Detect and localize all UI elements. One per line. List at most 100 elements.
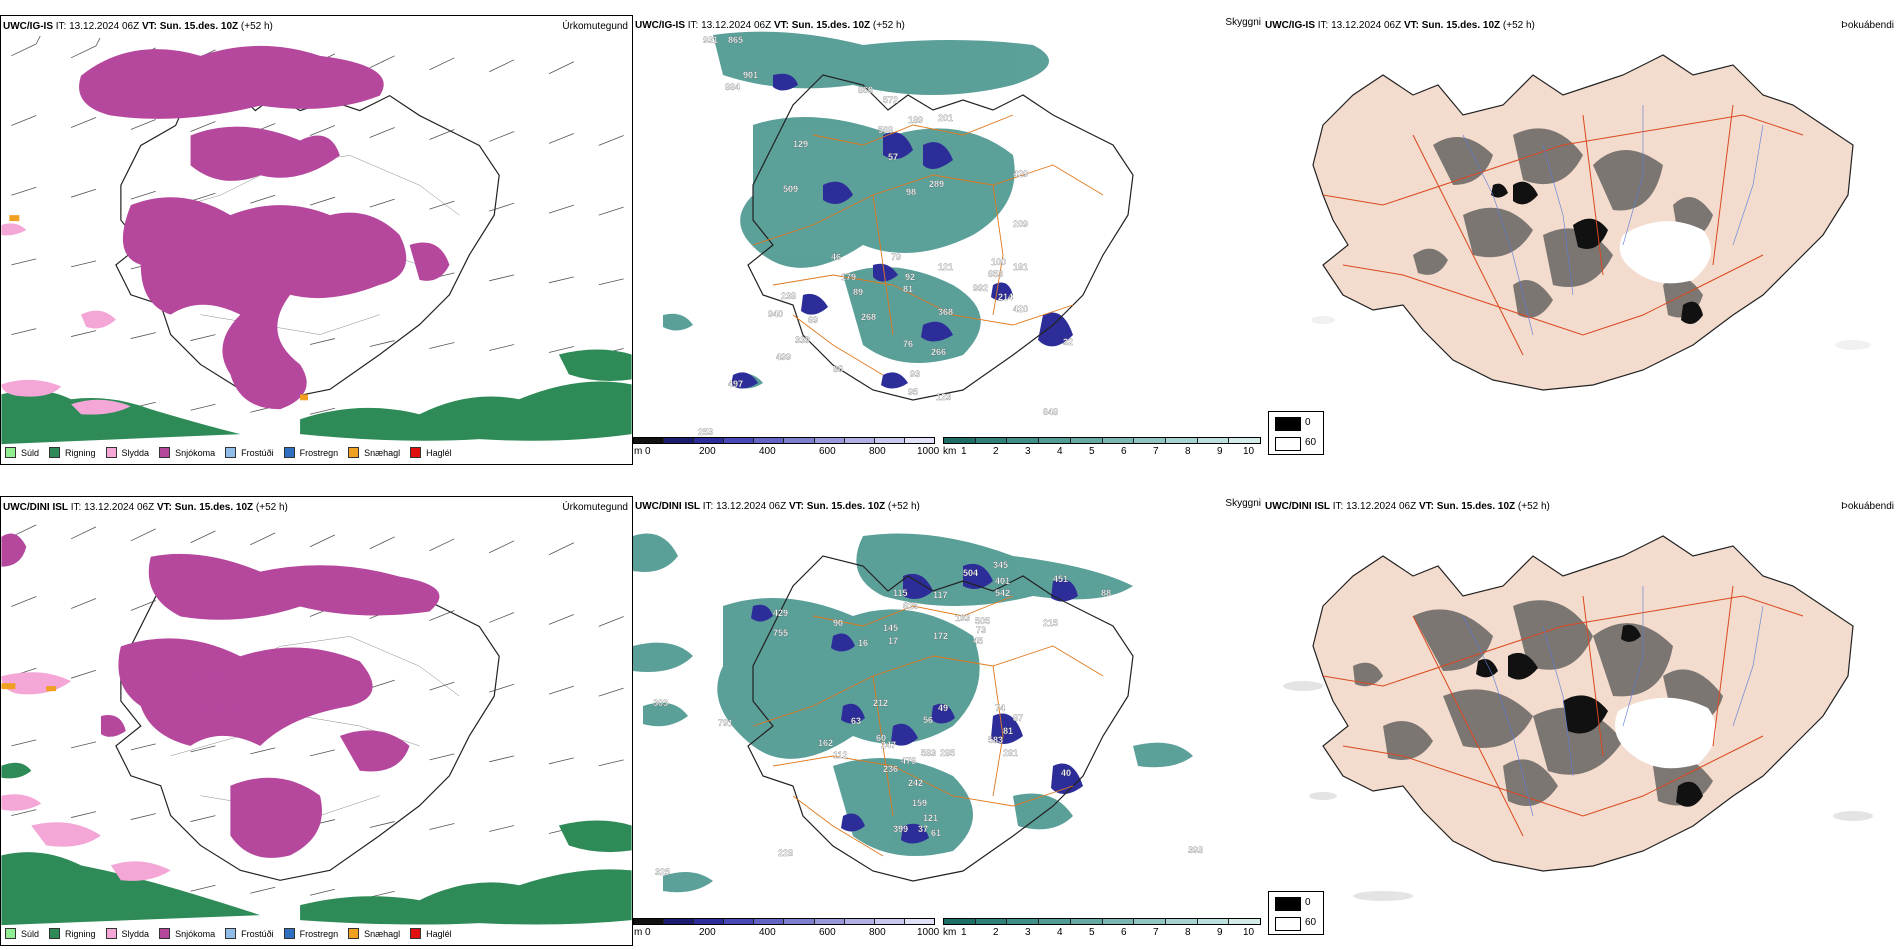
colorbar-tick: 1000 <box>917 927 940 938</box>
map-label: 625 <box>903 601 918 611</box>
map-label: 37 <box>918 824 928 834</box>
legend-swatch <box>5 447 16 458</box>
map-label: 193 <box>955 613 970 623</box>
colorbar-tick: 0 <box>645 927 651 938</box>
map-label: 884 <box>725 82 740 92</box>
legend-swatch <box>49 447 61 458</box>
fog-legend-swatch-light <box>1275 437 1301 451</box>
map-label: 755 <box>773 628 788 638</box>
visibility-map: 931 865 901 884 868 572 568 189 201 509 … <box>663 31 1134 437</box>
map-label: 368 <box>938 307 953 317</box>
colorbar-tick: 4 <box>1057 927 1063 938</box>
colorbar-tick: 7 <box>1153 927 1159 938</box>
map-label: 74 <box>995 703 1005 713</box>
road-network <box>1322 585 1804 837</box>
map-label: 93 <box>910 369 920 379</box>
map-label: 992 <box>973 283 988 293</box>
map-label: 212 <box>873 698 888 708</box>
road-network <box>752 595 1104 857</box>
precip-type-panel-row1: UWC/IG-IS IT: 13.12.2024 06Z VT: Sun. 15… <box>0 15 633 465</box>
legend-swatch <box>49 928 61 939</box>
legend-item: Frostregn <box>283 928 338 939</box>
panel-title: Skyggni <box>1225 498 1261 509</box>
map-label: 86 <box>833 364 843 374</box>
precip-type-panel-row2: UWC/DINI ISL IT: 13.12.2024 06Z VT: Sun.… <box>0 496 633 946</box>
colorbar-tick: 5 <box>1089 927 1095 938</box>
snow-areas <box>1 533 440 858</box>
fog-legend-value: 0 <box>1305 897 1311 908</box>
map-label: 88 <box>1101 588 1111 598</box>
map-label: 345 <box>993 560 1008 570</box>
colorbar-tick: 200 <box>699 446 716 457</box>
colorbar-tick: 6 <box>1121 927 1127 938</box>
map-label: 868 <box>858 85 873 95</box>
legend-item: Frostúði <box>225 447 274 458</box>
colorbar-tick: 6 <box>1121 446 1127 457</box>
colorbar-tick: 7 <box>1153 446 1159 457</box>
legend-swatch <box>348 447 360 458</box>
colorbar-tick: 9 <box>1217 446 1223 457</box>
ceiling-colorbar: m 0 200 400 600 800 1000 <box>633 437 943 459</box>
legend-swatch <box>410 928 422 939</box>
snow-pellet-areas <box>1 683 57 692</box>
colorbar-tick: 800 <box>869 446 886 457</box>
panel-header: UWC/DINI ISL IT: 13.12.2024 06Z VT: Sun.… <box>1265 501 1550 512</box>
precip-legend: Súld Rigning Slydda Snjókoma Frostúði Fr… <box>5 928 462 939</box>
colorbar-tick: 0 <box>645 446 651 457</box>
map-label: 236 <box>883 764 898 774</box>
visibility-map: 345 504 401 542 451 88 215 429 115 625 7… <box>633 533 1203 893</box>
precip-legend: Súld Rigning Slydda Snjókoma Frostúði Fr… <box>5 447 462 458</box>
map-value-labels: 931 865 901 884 868 572 568 189 201 509 … <box>698 35 1073 437</box>
panel-header: UWC/IG-IS IT: 13.12.2024 06Z VT: Sun. 15… <box>635 20 905 31</box>
colorbar-unit: km <box>943 927 957 938</box>
low-visibility-areas <box>663 31 1049 389</box>
fog-legend-swatch-dark <box>1275 897 1301 911</box>
legend-item: Haglél <box>410 928 452 939</box>
map-label: 17 <box>888 636 898 646</box>
map-label: 568 <box>878 125 893 135</box>
panel-title: Úrkomutegund <box>562 21 628 32</box>
legend-swatch <box>410 447 422 458</box>
map-label: 121 <box>938 262 953 272</box>
legend-item: Snæhagl <box>348 447 400 458</box>
colorbar-tick: 1 <box>961 927 967 938</box>
glacier-clear-area <box>1619 221 1711 284</box>
legend-swatch <box>105 447 117 458</box>
offshore-fog <box>1283 681 1873 901</box>
map-label: 81 <box>903 284 913 294</box>
map-label: 303 <box>653 698 668 708</box>
fog-legend: 0 60 <box>1268 411 1324 455</box>
map-label: 268 <box>861 312 876 322</box>
colorbar-tick: 600 <box>819 446 836 457</box>
legend-item: Snjókoma <box>159 928 215 939</box>
map-label: 76 <box>903 339 913 349</box>
legend-item: Rigning <box>49 928 96 939</box>
legend-swatch <box>159 928 171 939</box>
map-label: 92 <box>905 272 915 282</box>
rain-areas <box>1 762 632 926</box>
colorbar-tick: 800 <box>869 927 886 938</box>
dense-fog-areas <box>1476 624 1703 807</box>
map-label: 393 <box>1188 845 1203 855</box>
fog-panel-row2: UWC/DINI ISL IT: 13.12.2024 06Z VT: Sun.… <box>1263 496 1900 946</box>
map-label: 45 <box>973 636 983 646</box>
map-label: 40 <box>1061 768 1071 778</box>
colorbar-unit: m <box>634 446 643 457</box>
panel-header: UWC/DINI ISL IT: 13.12.2024 06Z VT: Sun.… <box>635 501 920 512</box>
colorbar-tick: 8 <box>1185 927 1191 938</box>
legend-item: Súld <box>5 928 39 939</box>
map-label: 401 <box>995 576 1010 586</box>
map-label: 505 <box>975 616 990 626</box>
map-label: 451 <box>1053 574 1068 584</box>
map-label: 266 <box>931 347 946 357</box>
panel-title: Þokuábendi <box>1841 501 1894 512</box>
map-label: 172 <box>933 631 948 641</box>
map-label: 901 <box>743 70 758 80</box>
legend-item: Frostregn <box>283 447 338 458</box>
colorbar-tick: 400 <box>759 927 776 938</box>
map-label: 98 <box>906 187 916 197</box>
map-value-labels: 345 504 401 542 451 88 215 429 115 625 7… <box>653 560 1203 877</box>
offshore-fog <box>1311 316 1871 350</box>
road-network <box>1322 104 1804 356</box>
map-label: 115 <box>893 588 908 598</box>
